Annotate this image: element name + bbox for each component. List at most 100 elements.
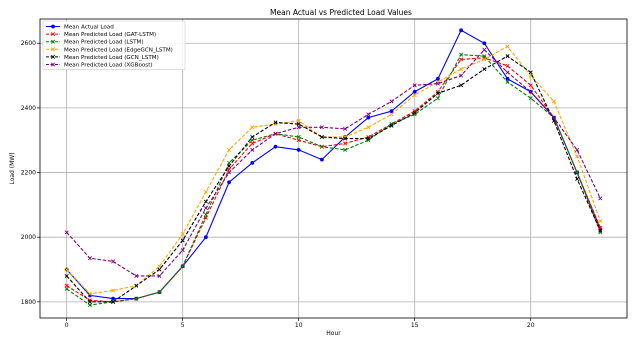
data-point	[505, 76, 510, 81]
data-point	[134, 296, 139, 301]
legend-entry-label: Mean Predicted Load (XGBoost)	[64, 63, 153, 69]
data-point	[598, 230, 603, 235]
data-point	[50, 54, 56, 59]
data-point	[50, 32, 56, 37]
data-point	[482, 57, 487, 62]
data-point	[505, 80, 510, 85]
data-point	[575, 170, 580, 175]
data-point	[319, 125, 324, 130]
data-point	[111, 299, 116, 304]
data-point	[551, 99, 556, 104]
data-point	[203, 189, 208, 194]
data-point	[87, 291, 92, 296]
data-point	[598, 196, 603, 201]
data-point	[273, 144, 278, 149]
y-tick-label: 2400	[21, 105, 36, 112]
data-point	[51, 24, 55, 29]
legend-box	[42, 20, 186, 70]
data-point	[64, 273, 69, 278]
data-point	[111, 296, 115, 301]
data-point	[459, 57, 464, 62]
data-point	[459, 73, 464, 78]
data-point	[157, 290, 162, 295]
data-point	[227, 164, 232, 169]
data-point	[412, 92, 417, 97]
data-point	[296, 122, 301, 127]
data-point	[389, 99, 394, 104]
legend-entry-label: Mean Predicted Load (EdgeGCN_LSTM)	[64, 47, 173, 53]
data-point	[505, 63, 510, 68]
legend-entry-label: Mean Predicted Load (GCN_LSTM)	[64, 55, 159, 61]
data-point	[528, 83, 533, 88]
data-point	[505, 54, 510, 59]
data-point	[551, 115, 556, 120]
data-point	[482, 54, 487, 59]
data-point	[227, 180, 231, 185]
data-point	[250, 147, 255, 152]
data-point	[64, 283, 69, 288]
data-point	[50, 47, 56, 52]
series-line	[66, 48, 601, 277]
data-point	[412, 89, 417, 94]
data-point	[482, 47, 487, 52]
data-point	[319, 157, 324, 162]
data-point	[319, 144, 324, 149]
y-tick-label: 2200	[21, 170, 36, 177]
data-point	[343, 141, 348, 146]
x-tick-label: 5	[181, 322, 185, 329]
x-tick-label: 15	[411, 322, 419, 329]
data-point	[157, 267, 162, 272]
y-tick-label: 1800	[21, 299, 36, 306]
series-line	[66, 55, 601, 303]
data-point	[296, 138, 301, 143]
data-point	[343, 126, 348, 131]
data-point	[528, 89, 533, 94]
data-point	[389, 122, 394, 127]
data-point	[180, 264, 185, 269]
data-point	[87, 299, 92, 304]
data-point	[366, 112, 371, 117]
data-point	[180, 238, 185, 243]
series	[64, 54, 603, 304]
legend-entry-label: Mean Actual Load	[64, 25, 114, 31]
series-line	[66, 29, 601, 300]
data-point	[250, 160, 255, 165]
data-point	[296, 118, 301, 123]
data-point	[575, 176, 580, 182]
data-point	[366, 136, 371, 141]
chart-title: Mean Actual vs Predicted Load Values	[270, 8, 412, 17]
data-point	[134, 283, 139, 288]
x-tick-label: 20	[527, 322, 535, 329]
data-point	[435, 81, 440, 86]
data-point	[250, 134, 255, 140]
data-point	[134, 273, 139, 278]
data-point	[482, 67, 487, 72]
legend-entry-label: Mean Predicted Load (GAT-LSTM)	[64, 32, 156, 38]
data-point	[227, 147, 232, 152]
data-point	[551, 118, 556, 123]
data-point	[64, 230, 69, 235]
series	[64, 44, 603, 296]
series-group	[64, 28, 603, 308]
data-point	[50, 39, 56, 44]
data-point	[366, 125, 371, 130]
legend-entry-label: Mean Predicted Load (LSTM)	[64, 40, 144, 46]
data-point	[459, 28, 464, 33]
x-axis-label: Hour	[326, 330, 341, 337]
data-point	[436, 76, 440, 81]
series-line	[66, 53, 601, 306]
data-point	[343, 136, 348, 141]
data-point	[528, 70, 533, 75]
data-point	[111, 259, 116, 264]
data-point	[343, 147, 348, 152]
data-point	[203, 206, 208, 211]
data-point	[505, 70, 510, 75]
plot-frame	[39, 18, 628, 319]
data-point	[459, 67, 464, 72]
series	[64, 55, 603, 304]
data-point	[389, 112, 394, 117]
y-axis-label: Load (MW)	[9, 152, 16, 184]
grid	[40, 19, 627, 318]
data-point	[319, 134, 324, 140]
